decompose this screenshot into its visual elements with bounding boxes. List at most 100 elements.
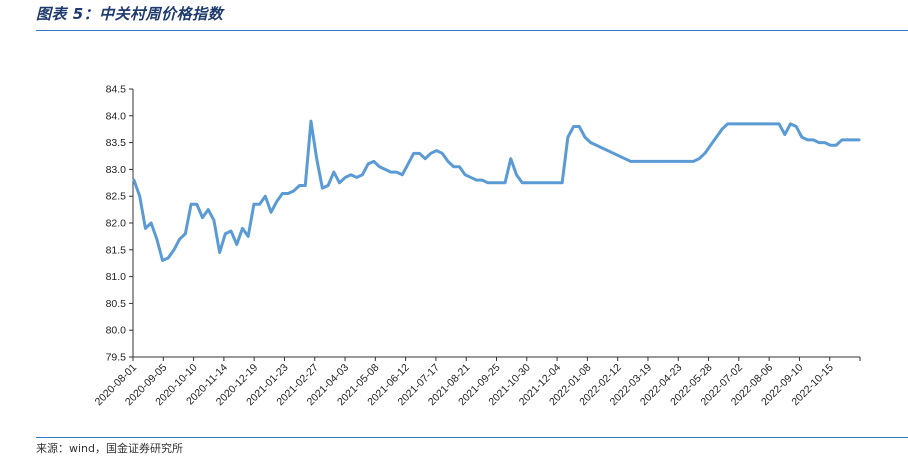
y-tick-label: 80.0 (106, 325, 127, 337)
data-point (640, 160, 644, 163)
data-point (720, 128, 724, 131)
data-point (332, 170, 335, 174)
data-point (686, 160, 689, 163)
data-point (195, 203, 198, 206)
y-tick-label: 83.5 (106, 137, 127, 149)
data-point (229, 229, 233, 233)
data-point (172, 248, 176, 251)
data-point (623, 157, 627, 160)
data-point (532, 181, 535, 184)
data-point (760, 122, 764, 126)
data-point (446, 160, 450, 163)
data-point (149, 221, 153, 225)
data-point (600, 146, 604, 150)
y-tick-label: 83.0 (106, 164, 127, 176)
data-point (212, 219, 216, 222)
y-tick-label: 82.0 (106, 218, 127, 230)
data-point (138, 195, 141, 198)
data-point (652, 160, 655, 163)
data-point (595, 144, 598, 147)
data-point (606, 149, 610, 152)
data-point (783, 133, 786, 136)
data-point (383, 168, 387, 171)
data-point (555, 181, 558, 184)
data-point (235, 243, 238, 246)
data-point (726, 122, 729, 126)
data-point (201, 216, 204, 219)
data-point (435, 149, 438, 152)
data-point (515, 173, 518, 176)
data-point (503, 181, 507, 184)
data-point (743, 122, 747, 126)
data-point (675, 160, 678, 163)
data-point (292, 189, 296, 193)
data-point (520, 181, 524, 184)
data-point (538, 181, 541, 184)
data-point (789, 122, 792, 126)
data-point (155, 237, 159, 241)
source-divider (36, 437, 908, 438)
data-point (846, 138, 849, 142)
data-point (635, 160, 638, 163)
data-point (703, 152, 707, 155)
data-point (463, 173, 467, 176)
data-point (309, 119, 313, 123)
data-point (829, 144, 832, 147)
data-point (412, 152, 415, 155)
series-layer (132, 119, 861, 263)
data-point (418, 152, 421, 155)
data-point (772, 122, 775, 126)
data-point (795, 125, 798, 128)
data-point (326, 184, 330, 187)
data-point (132, 178, 136, 182)
data-point (275, 200, 278, 203)
data-point (207, 208, 210, 211)
data-point (189, 203, 193, 206)
data-point (823, 141, 826, 144)
data-point (344, 176, 347, 179)
y-axis: 79.5 80.0 80.5 81.0 81.5 82.0 82.5 83.0 83.5 84.0… (106, 84, 134, 364)
data-point (378, 165, 381, 168)
data-point (566, 136, 570, 139)
data-point (246, 235, 250, 238)
data-point (224, 232, 227, 235)
data-point (800, 136, 804, 139)
data-point (526, 181, 530, 184)
data-point (669, 160, 672, 163)
data-point (178, 237, 181, 241)
data-point (401, 173, 404, 176)
data-point (481, 178, 484, 182)
data-point (349, 173, 353, 176)
y-tick-label: 84.0 (106, 110, 127, 122)
data-point (618, 154, 621, 158)
data-point (852, 138, 855, 142)
data-point (441, 152, 444, 155)
data-point (241, 227, 244, 230)
x-axis: 2020-08-012020-09-052020-10-102020-11-14… (93, 356, 861, 408)
y-tick-label: 81.5 (106, 244, 127, 256)
data-point (264, 195, 267, 198)
data-point (834, 144, 838, 147)
data-point (366, 162, 370, 166)
data-point (663, 160, 667, 163)
data-point (697, 157, 701, 160)
data-point (709, 144, 712, 147)
data-point (395, 170, 398, 174)
data-point (755, 122, 758, 126)
data-point (452, 165, 455, 168)
data-point (737, 122, 741, 126)
data-point (692, 160, 695, 163)
data-point (429, 152, 433, 155)
data-point (612, 152, 615, 155)
data-point (321, 186, 324, 190)
figure-title: 图表 5：中关村周价格指数 (36, 5, 224, 23)
y-tick-label: 82.5 (106, 191, 127, 203)
source-note: 来源：wind，国金证券研究所 (36, 442, 184, 455)
data-point (298, 184, 301, 187)
data-point (469, 176, 473, 179)
data-point (218, 251, 221, 254)
data-point (458, 165, 461, 168)
data-point (509, 157, 512, 160)
data-point (281, 192, 284, 195)
data-point (732, 122, 735, 126)
